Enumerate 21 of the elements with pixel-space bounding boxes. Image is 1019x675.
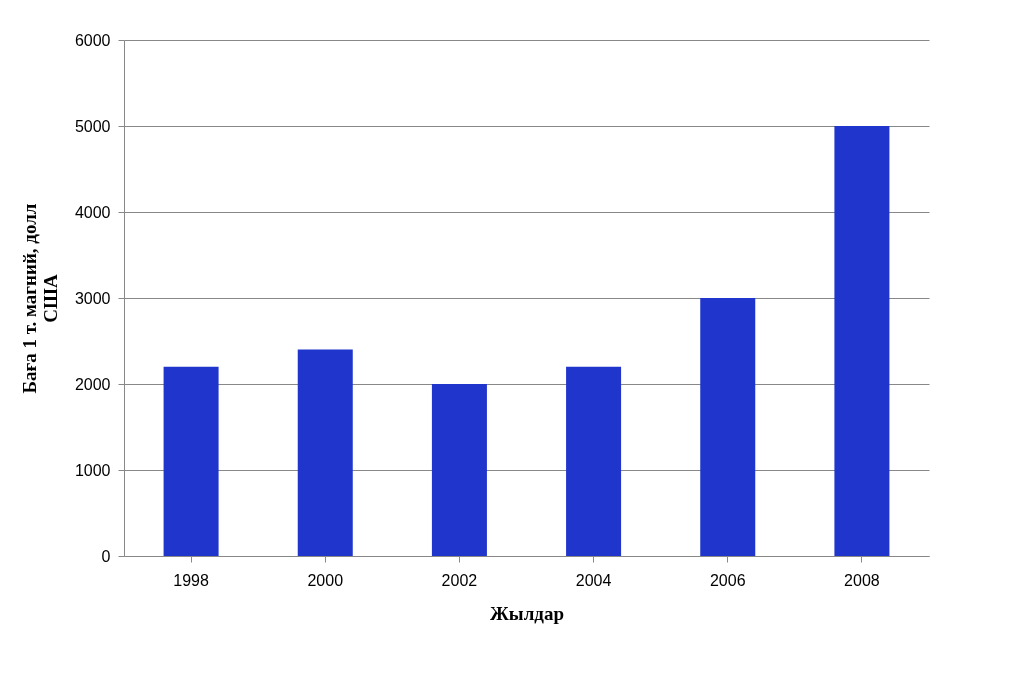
bar xyxy=(834,126,890,556)
x-tick-label: 2004 xyxy=(575,571,612,589)
y-tick-label: 3000 xyxy=(74,289,111,307)
y-tick-label: 0 xyxy=(101,547,111,565)
x-tick-label: 2002 xyxy=(441,571,478,589)
y-tick-label: 4000 xyxy=(74,203,111,221)
y-tick-label: 2000 xyxy=(74,375,111,393)
y-tick-label: 6000 xyxy=(74,31,111,49)
y-axis-title: Баға 1 т. магний, долл США xyxy=(18,203,61,394)
x-tick-label: 2000 xyxy=(307,571,344,589)
bar xyxy=(431,384,487,556)
x-tick-label: 2006 xyxy=(709,571,746,589)
x-axis-title: Жылдар xyxy=(490,602,564,624)
bar xyxy=(163,366,219,556)
y-tick-label: 5000 xyxy=(74,117,111,135)
x-tick-label: 1998 xyxy=(173,571,209,589)
x-tick-label: 2008 xyxy=(844,571,880,589)
bar xyxy=(566,366,622,556)
y-tick-label: 1000 xyxy=(74,461,111,479)
bar xyxy=(297,349,353,556)
bar xyxy=(700,298,756,556)
